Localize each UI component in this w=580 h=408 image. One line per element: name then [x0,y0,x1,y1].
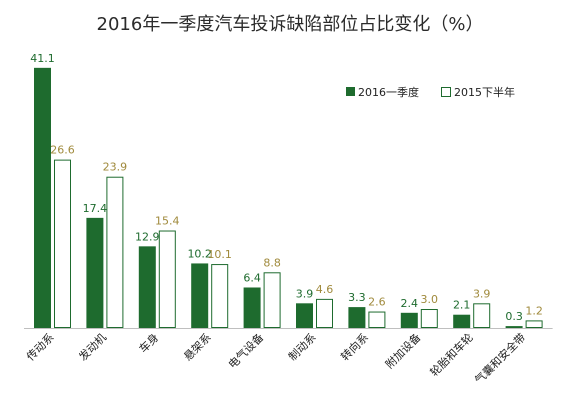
value-label-series-1: 10.2 [187,247,212,260]
bar-series-1 [348,307,366,328]
chart-title: 2016年一季度汽车投诉缺陷部位占比变化（%） [97,14,484,35]
bar-series-2 [54,159,71,328]
bar-series-1 [243,287,261,328]
bar-series-1 [453,314,471,328]
bar-series-2 [106,176,124,328]
value-label-series-1: 3.9 [296,287,314,300]
bar-series-1 [191,263,209,328]
bar-series-2 [316,298,333,328]
value-label-series-1: 41.1 [30,52,55,65]
bar-series-2 [263,272,281,328]
category-label: 发动机 [76,330,109,363]
category-label: 附加设备 [382,330,423,371]
bar-series-1 [34,67,51,328]
category-label: 车身 [136,330,161,355]
value-label-series-2: 8.8 [263,256,281,269]
value-label-series-1: 2.1 [453,299,471,312]
value-label-series-1: 6.4 [243,271,261,284]
category-label: 轮胎和车轮 [427,330,476,379]
category-label: 传动系 [24,331,57,364]
bar-series-1 [400,312,418,328]
legend: 2016一季度 2015下半年 [346,85,515,99]
value-label-series-2: 23.9 [103,161,128,174]
bar-series-1 [296,303,313,328]
value-label-series-1: 3.3 [348,291,366,304]
bar-series-2 [211,264,229,328]
category-label: 悬架系 [181,331,214,364]
bars [34,67,543,329]
bar-series-2 [420,309,438,329]
value-label-series-2: 1.2 [525,304,543,317]
value-label-series-1: 0.3 [505,310,523,323]
value-label-series-2: 26.6 [50,144,75,157]
value-label-series-2: 2.6 [368,296,386,309]
bar-series-1 [138,246,156,328]
value-label-series-2: 15.4 [155,215,180,228]
value-label-series-1: 12.9 [135,230,160,243]
bar-series-2 [525,320,543,328]
category-label: 制动系 [286,331,319,364]
category-label: 气囊和安全带 [472,330,529,387]
legend-label-series-2: 2015下半年 [454,85,515,99]
legend-label-series-1: 2016一季度 [358,85,419,99]
value-labels: 41.1 26.6 17.4 23.9 12.9 15.4 10.210.1 6.48.8 3.… [30,52,543,323]
bar-series-2 [368,311,386,328]
category-label: 转向系 [338,330,371,363]
bar-series-2 [158,230,176,329]
legend-swatch-series-2 [441,87,451,97]
value-label-series-2: 3.0 [421,293,439,306]
value-label-series-1: 2.4 [401,297,419,310]
value-label-series-2: 4.6 [316,283,334,296]
bar-series-2 [473,303,491,328]
value-label-series-2: 3.9 [473,287,491,300]
bar-series-1 [86,217,104,328]
category-label: 电气设备 [225,330,266,371]
bar-series-1 [505,326,523,328]
value-label-series-1: 17.4 [83,202,108,215]
value-label-series-2: 10.1 [207,248,232,261]
legend-swatch-series-1 [346,87,355,96]
